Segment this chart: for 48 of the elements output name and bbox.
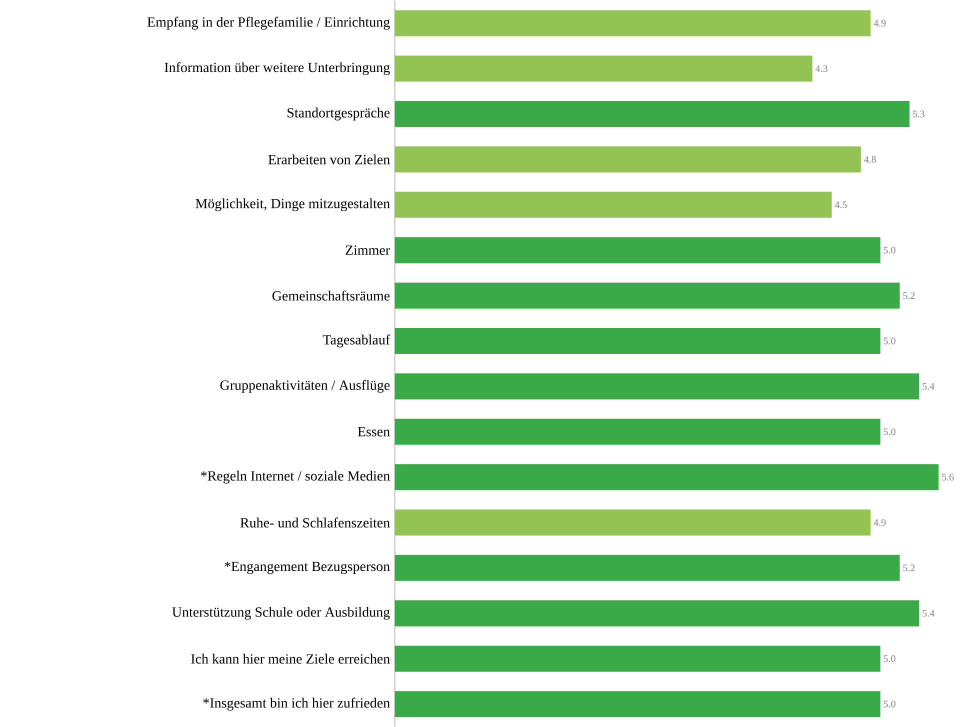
data-label: 5.2 bbox=[903, 292, 915, 299]
data-label: 5.6 bbox=[942, 474, 954, 480]
y-tick-label: *Insgesamt bin ich hier zufrieden bbox=[203, 698, 390, 710]
data-label: 4.9 bbox=[874, 519, 886, 526]
bar bbox=[394, 10, 871, 36]
bar bbox=[394, 464, 939, 490]
y-tick-label: Standortgespräche bbox=[288, 107, 390, 120]
y-tick-label: Erarbeiten von Zielen bbox=[268, 154, 390, 164]
data-label: 5.4 bbox=[922, 382, 934, 390]
y-tick-label: Zimmer bbox=[346, 245, 390, 255]
y-tick-label: *Engangement Bezugsperson bbox=[224, 562, 390, 574]
bar bbox=[394, 646, 880, 672]
bar bbox=[394, 690, 880, 717]
bar bbox=[394, 373, 920, 400]
bar bbox=[394, 192, 832, 218]
data-label: 5.3 bbox=[912, 110, 924, 118]
data-label: 5.4 bbox=[922, 610, 934, 617]
data-label: 4.3 bbox=[815, 65, 828, 72]
bar bbox=[394, 146, 861, 172]
y-tick-label: *Regeln Internet / soziale Medien bbox=[201, 470, 390, 484]
data-label: 4.9 bbox=[874, 20, 886, 26]
y-tick-label: Gemeinschaftsräume bbox=[272, 290, 390, 300]
data-label: 5.0 bbox=[884, 428, 896, 435]
bar bbox=[394, 418, 880, 445]
data-label: 5.0 bbox=[884, 700, 896, 708]
y-tick-label: Empfang in der Pflegefamilie / Einrichtung bbox=[147, 16, 390, 30]
data-label: 5.0 bbox=[884, 655, 896, 662]
y-tick-label: Ruhe- und Schlafenszeiten bbox=[240, 517, 390, 528]
bar bbox=[394, 509, 871, 536]
bar bbox=[394, 100, 910, 127]
y-tick-label: Tagesablauf bbox=[322, 334, 390, 348]
data-label: 5.2 bbox=[903, 564, 915, 572]
data-label: 4.8 bbox=[864, 156, 876, 163]
bar bbox=[394, 600, 920, 626]
y-tick-label: Ich kann hier meine Ziele erreichen bbox=[191, 654, 390, 664]
y-tick-label: Möglichkeit, Dinge mitzugestalten bbox=[196, 198, 390, 211]
bar bbox=[394, 328, 880, 354]
data-label: 5.0 bbox=[884, 246, 896, 254]
bar bbox=[394, 237, 880, 264]
bar bbox=[394, 55, 812, 82]
y-tick-label: Information über weitere Unterbringung bbox=[164, 62, 390, 75]
y-tick-label: Gruppenaktivitäten / Ausflüge bbox=[220, 380, 390, 393]
bar bbox=[394, 554, 900, 581]
bar bbox=[394, 282, 900, 308]
y-tick-label: Unterstützung Schule oder Ausbildung bbox=[172, 606, 390, 620]
data-label: 5.0 bbox=[884, 337, 896, 344]
data-label: 4.5 bbox=[834, 201, 847, 208]
y-tick-label: Essen bbox=[358, 426, 390, 436]
